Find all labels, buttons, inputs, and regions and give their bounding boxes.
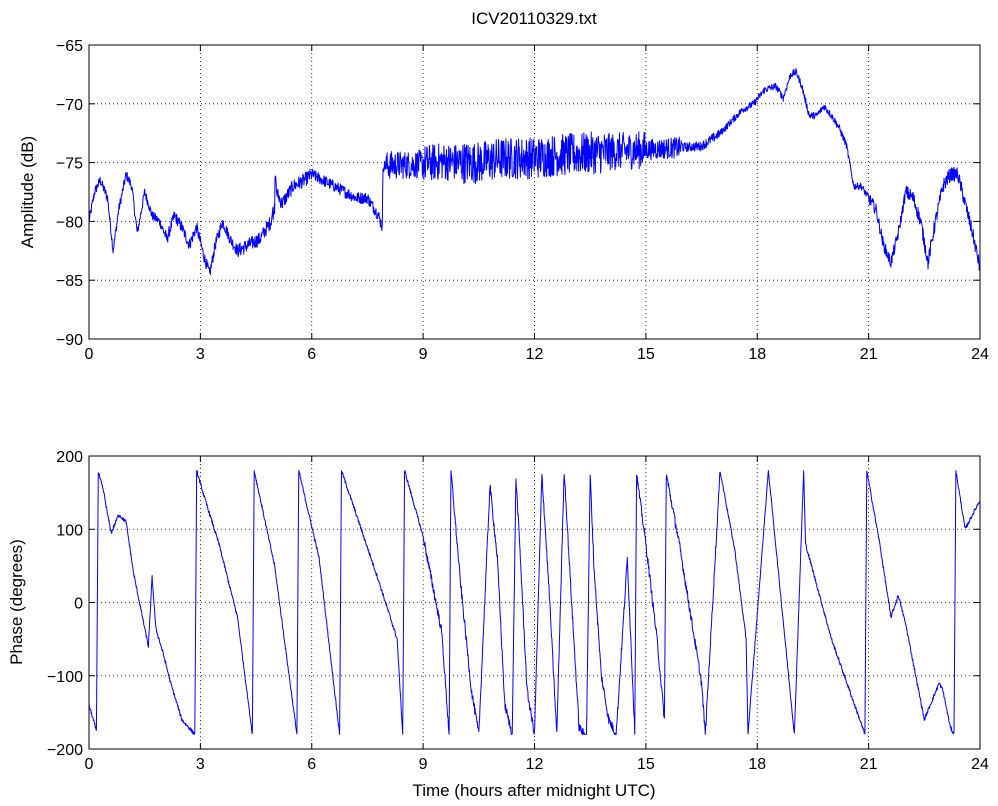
phase-y-tick-label: 0 bbox=[74, 596, 83, 613]
amplitude-series-group bbox=[88, 68, 981, 276]
amplitude-x-tick-label: 9 bbox=[419, 346, 428, 363]
amplitude-y-tick-label: −75 bbox=[56, 156, 83, 173]
amplitude-y-tick-label: −80 bbox=[56, 214, 83, 231]
amplitude-y-tick-label: −65 bbox=[56, 38, 83, 55]
phase-x-axis-label: Time (hours after midnight UTC) bbox=[412, 781, 655, 800]
amplitude-x-tick-label: 21 bbox=[860, 346, 878, 363]
amplitude-grid bbox=[89, 45, 980, 339]
amplitude-y-tick-label: −90 bbox=[56, 332, 83, 349]
phase-panel: 0 3 6 9 12 15 18 21 24 −200 −100 0 100 200 Phase (deg… bbox=[7, 449, 989, 800]
amplitude-x-tick-label: 6 bbox=[307, 346, 316, 363]
phase-x-tick-label: 15 bbox=[637, 756, 655, 773]
phase-y-tick-label: 200 bbox=[56, 449, 83, 466]
amplitude-x-tick-label: 3 bbox=[196, 346, 205, 363]
phase-x-tick-label: 21 bbox=[860, 756, 878, 773]
amplitude-panel: 0 3 6 9 12 15 18 21 24 −90 −85 −80 −75 −70 −65 Amplitu… bbox=[18, 38, 989, 363]
phase-y-tick-label: −200 bbox=[47, 742, 83, 759]
amplitude-series-line bbox=[88, 68, 981, 276]
phase-grid bbox=[89, 456, 980, 749]
phase-series-line bbox=[88, 470, 981, 735]
amplitude-y-tick-label: −70 bbox=[56, 97, 83, 114]
phase-y-axis-label: Phase (degrees) bbox=[7, 539, 26, 665]
amplitude-ticks: 0 3 6 9 12 15 18 21 24 −90 −85 −80 −75 −70 −65 bbox=[56, 38, 989, 363]
phase-x-tick-label: 18 bbox=[748, 756, 766, 773]
amplitude-x-tick-label: 24 bbox=[971, 346, 989, 363]
amplitude-x-tick-label: 15 bbox=[637, 346, 655, 363]
phase-x-tick-label: 24 bbox=[971, 756, 989, 773]
amplitude-y-tick-label: −85 bbox=[56, 273, 83, 290]
phase-x-tick-label: 0 bbox=[85, 756, 94, 773]
phase-x-tick-label: 12 bbox=[526, 756, 544, 773]
phase-ticks: 0 3 6 9 12 15 18 21 24 −200 −100 0 100 200 bbox=[47, 449, 989, 773]
chart-title: ICV20110329.txt bbox=[471, 9, 597, 28]
phase-y-tick-label: 100 bbox=[56, 522, 83, 539]
amplitude-x-tick-label: 0 bbox=[85, 346, 94, 363]
phase-series-group bbox=[88, 470, 981, 735]
phase-x-tick-label: 9 bbox=[419, 756, 428, 773]
phase-x-tick-label: 6 bbox=[307, 756, 316, 773]
phase-x-tick-label: 3 bbox=[196, 756, 205, 773]
amplitude-x-tick-label: 12 bbox=[526, 346, 544, 363]
amplitude-y-axis-label: Amplitude (dB) bbox=[18, 136, 37, 248]
amplitude-x-tick-label: 18 bbox=[748, 346, 766, 363]
phase-y-tick-label: −100 bbox=[47, 669, 83, 686]
